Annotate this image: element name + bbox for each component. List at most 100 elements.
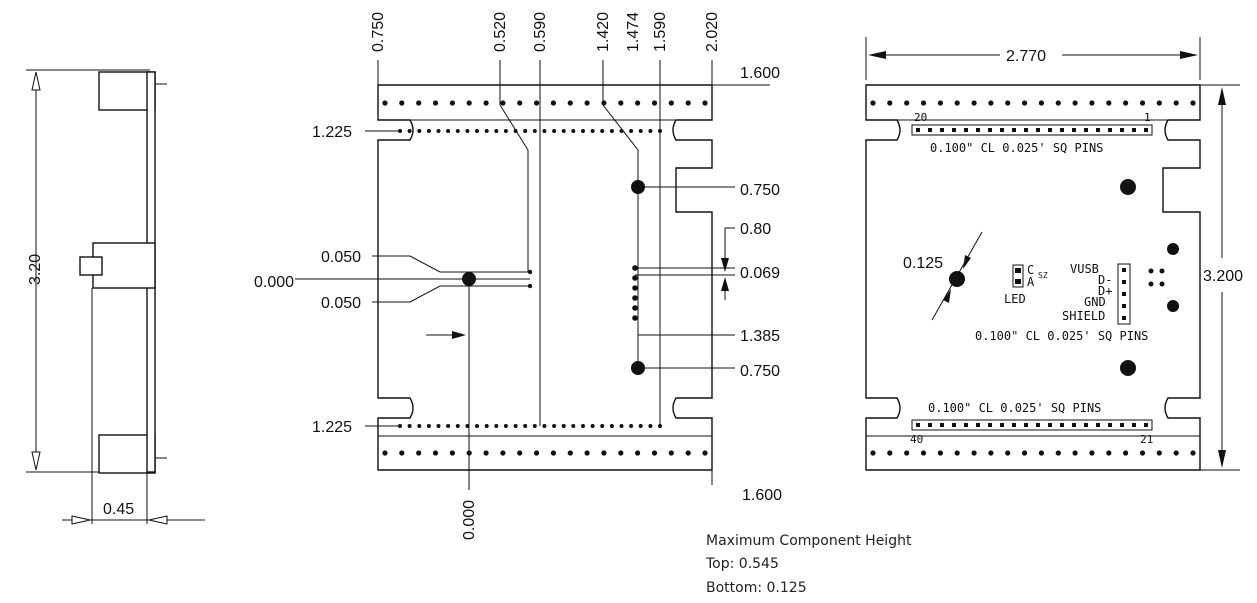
- pin-dot: [1190, 450, 1196, 456]
- header-pin: [976, 423, 980, 427]
- usb-pin: [632, 285, 638, 291]
- pin-dot: [581, 424, 585, 428]
- header-pin: [1060, 423, 1064, 427]
- usb-pin: [632, 295, 638, 301]
- usb-small-hole: [1148, 281, 1154, 287]
- side-usb-plug: [79, 256, 103, 276]
- pin-dot: [500, 100, 506, 106]
- label-1225-bottom: 1.225: [312, 419, 352, 436]
- center-board-outline: [377, 84, 713, 471]
- right-bottom-pin-text: 0.100" CL 0.025' SQ PINS: [928, 401, 1101, 415]
- header-pin: [1096, 128, 1100, 132]
- usb-header: [1117, 263, 1131, 325]
- label-1225-top: 1.225: [312, 124, 352, 141]
- pin-dot: [475, 424, 479, 428]
- pin-dot: [584, 100, 590, 106]
- pin-dot: [532, 424, 537, 428]
- pin-dot: [532, 129, 537, 133]
- header-pin: [964, 423, 968, 427]
- right-hole-usb-top: [1167, 243, 1179, 255]
- pin-dot: [1072, 450, 1078, 456]
- label-2020: 2.020: [704, 12, 721, 52]
- pin-dot: [416, 100, 422, 106]
- usb-small-hole: [1148, 268, 1154, 274]
- pin-dot: [702, 100, 708, 106]
- pin-dot: [887, 450, 893, 456]
- right-hole-dia-arrow-a: [943, 289, 951, 303]
- right-height-arrow-top: [1218, 87, 1226, 105]
- pin-dot: [1055, 450, 1061, 456]
- notes-title: Maximum Component Height: [706, 533, 912, 549]
- label-0590: 0.590: [532, 12, 549, 52]
- header-pin: [1036, 423, 1040, 427]
- pin-dot: [466, 100, 472, 106]
- header-pin: [1060, 128, 1064, 132]
- pin-dot: [446, 129, 451, 133]
- pin-dot: [635, 100, 641, 106]
- dim-v-1420-leader: [602, 104, 639, 368]
- pin-dot: [1089, 100, 1095, 106]
- usb-pin: [1122, 316, 1126, 320]
- usb-pin: [632, 275, 638, 281]
- right-top-pin-row: [870, 100, 1196, 106]
- pin-dot: [988, 100, 994, 106]
- right-hole-usb-bottom: [1167, 300, 1179, 312]
- label-0750: 0.750: [370, 12, 387, 52]
- pin-dot: [1123, 450, 1129, 456]
- right-top-pin-text: 0.100" CL 0.025' SQ PINS: [930, 141, 1103, 155]
- right-bottom-header-pins: [916, 423, 1148, 427]
- header-pin: [1072, 128, 1076, 132]
- pin-dot: [494, 129, 499, 133]
- usb-pin-vusb: VUSB: [1070, 262, 1099, 276]
- pin-dot: [503, 129, 508, 133]
- pin-dot: [1190, 100, 1196, 106]
- pin-dot: [971, 450, 977, 456]
- pin-dot: [571, 424, 576, 428]
- pin-dot: [685, 450, 691, 456]
- right-width-arrow-left: [868, 51, 886, 59]
- pin-dot: [600, 424, 605, 428]
- side-thk-arrow-right: [148, 515, 168, 525]
- pin-dot: [668, 100, 674, 106]
- pin-dot: [465, 129, 470, 133]
- pin-dot: [937, 450, 944, 456]
- right-top-pin-start: 20: [914, 111, 927, 124]
- header-pin: [1072, 423, 1076, 427]
- pin-dot: [417, 129, 422, 133]
- header-pin: [952, 128, 956, 132]
- pin-dot: [904, 450, 910, 456]
- right-hole-left: [949, 271, 965, 287]
- usb-small-hole: [1159, 268, 1165, 274]
- label-0000-left: 0.000: [254, 274, 294, 291]
- usb-pin: [1122, 280, 1126, 284]
- pin-dot: [449, 100, 455, 106]
- pin-dot: [399, 450, 405, 456]
- led-pad-a: [1015, 279, 1021, 284]
- pin-dot: [561, 424, 566, 428]
- right-bottom-header: [911, 419, 1153, 431]
- pin-dot: [517, 100, 523, 106]
- pin-dot: [629, 424, 634, 428]
- pin-dot: [1173, 450, 1179, 456]
- header-pin: [1000, 423, 1004, 427]
- header-pin: [1120, 423, 1124, 427]
- led-a-label: A: [1027, 275, 1035, 289]
- usb-pin: [1122, 304, 1126, 308]
- pin-dot: [651, 450, 658, 456]
- pin-dot: [534, 450, 540, 456]
- pin-dot: [600, 129, 605, 133]
- pin-dot: [567, 450, 573, 456]
- header-pin: [1084, 423, 1088, 427]
- right-hole-diameter-line: [931, 231, 983, 321]
- pin-dot: [648, 424, 653, 428]
- pin-dot: [567, 100, 573, 106]
- header-pin: [1108, 423, 1112, 427]
- header-pin: [1036, 128, 1040, 132]
- header-pin: [1120, 128, 1124, 132]
- pin-dot: [523, 129, 528, 133]
- pin-dot: [635, 450, 641, 456]
- pin-dot: [954, 100, 960, 106]
- right-top-pin-end: 1: [1144, 111, 1151, 124]
- pin-dot: [382, 100, 388, 106]
